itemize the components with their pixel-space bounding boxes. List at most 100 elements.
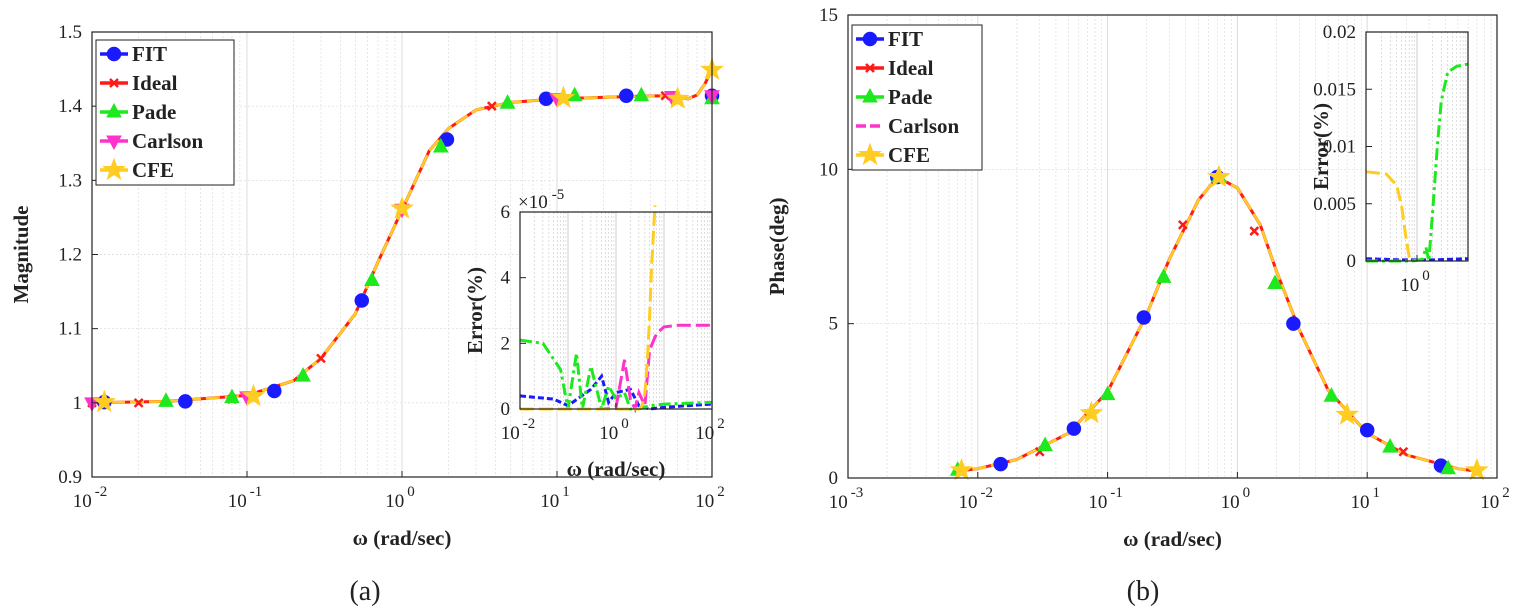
a-main-legend-marker (106, 102, 122, 118)
a-main-x-tick-exp: 0 (407, 484, 415, 500)
b-main-x-tick-exp: 2 (1502, 485, 1510, 501)
b-main-legend-label: Carlson (888, 114, 959, 138)
a-inset-x-axis-label: ω (rad/sec) (567, 457, 666, 481)
a-inset-y-exponent-power: -5 (552, 187, 565, 203)
b-main-point-cfe (1465, 457, 1489, 481)
b-main-x-tick-base: 10 (1088, 492, 1107, 513)
a-main-legend-marker (102, 157, 126, 181)
a-main-point-pade (633, 86, 650, 102)
a-main-x-tick-base: 10 (540, 491, 559, 512)
a-main-y-tick-label: 1.1 (58, 319, 82, 340)
a-main-point-fit (267, 383, 282, 399)
a-main-point-pade (499, 94, 516, 109)
b-main-point-fit (1136, 310, 1152, 325)
b-main-point-pade (1440, 459, 1456, 475)
panel-label-a: (a) (349, 576, 380, 607)
a-inset-x-tick-label: 10 2 (695, 416, 725, 444)
a-inset-x-tick-base: 10 (599, 423, 618, 444)
a-main-x-axis-label: ω (rad/sec) (353, 526, 452, 550)
b-main-y-tick-label: 15 (819, 5, 838, 26)
b-main-point-cfe (1335, 402, 1360, 425)
a-main-x-tick-base: 10 (695, 491, 714, 512)
a-main-series-pade (158, 86, 720, 407)
b-inset-y-axis-label: Error(%) (1309, 103, 1333, 190)
a-main-x-tick-label: 10 2 (695, 484, 725, 512)
a-main-x-tick-label: 10 -1 (228, 484, 263, 512)
a-main-legend-label: FIT (132, 42, 167, 66)
b-main-legend-label: Pade (888, 85, 932, 109)
a-main-point-pade (295, 367, 311, 382)
a-main-x-tick-base: 10 (228, 491, 247, 512)
a-inset-series-pade (519, 338, 713, 415)
b-main-series-ideal (1034, 220, 1409, 457)
a-inset-y-axis-label: Error(%) (463, 267, 487, 354)
b-main-point-cfe (949, 457, 974, 481)
a-main-point-pade (432, 137, 449, 153)
b-inset-y-tick-label: 0.01 (1323, 137, 1356, 158)
a-main-legend: FIT Ideal Pade Carlson CFE (95, 39, 235, 186)
a-main-point-pade (364, 271, 380, 286)
b-main-x-tick-base: 10 (1480, 492, 1499, 513)
b-main-x-tick-label: 10 1 (1350, 485, 1380, 513)
a-inset-grid (519, 212, 711, 409)
b-inset-series-pade (1366, 62, 1469, 263)
b-main-x-tick-exp: -2 (981, 485, 994, 501)
a-main-point-cfe (390, 195, 414, 219)
b-main-point-pade (1382, 438, 1398, 453)
a-main-point-cfe (92, 389, 117, 413)
a-main-x-tick-exp: -2 (95, 484, 108, 500)
a-main-y-tick-label: 1.2 (58, 245, 82, 266)
a-main-legend-marker (106, 46, 122, 62)
b-main-x-tick-label: 10 2 (1480, 485, 1510, 513)
b-main-legend-entry-carlson: Carlson (856, 114, 959, 138)
b-main-x-tick-label: 10 -3 (829, 485, 864, 513)
a-main-legend-entry-carlson: Carlson (100, 129, 203, 153)
b-main-x-tick-exp: 1 (1372, 485, 1380, 501)
a-inset-x-tick-exp: 0 (621, 416, 629, 432)
a-inset-x-tick-exp: -2 (523, 416, 536, 432)
b-inset-line-pade (1366, 62, 1469, 263)
b-inset-series-cfe (1365, 170, 1413, 262)
b-main-point-fit (1286, 316, 1301, 331)
b-main-series-cfe (949, 164, 1489, 481)
a-main-y-tick-label: 1.4 (58, 96, 82, 117)
a-main-legend-marker (106, 135, 122, 151)
a-inset-x-tick-exp: 2 (717, 416, 725, 432)
b-main-x-tick-label: 10 0 (1221, 485, 1251, 513)
b-main-point-ideal (1398, 446, 1409, 457)
a-main-x-tick-label: 10 -2 (73, 484, 108, 512)
a-main-x-tick-base: 10 (385, 491, 404, 512)
b-main-x-axis-label: ω (rad/sec) (1123, 527, 1222, 551)
b-inset-x-tick-base: 10 (1400, 275, 1419, 296)
b-main-legend-marker (862, 31, 878, 47)
b-main-legend: FIT Ideal Pade Carlson CFE (851, 24, 983, 171)
panel-label-b: (b) (1127, 576, 1160, 607)
a-main-x-tick-base: 10 (73, 491, 92, 512)
b-main-legend-entry-pade: Pade (856, 85, 932, 109)
a-main-x-tick-label: 10 0 (385, 484, 415, 512)
a-main-point-pade (158, 392, 174, 407)
a-inset-y-exponent-base: ×10 (518, 192, 548, 213)
b-main-x-tick-label: 10 -2 (959, 485, 994, 513)
a-main-point-fit (354, 293, 370, 308)
a-main-legend-entry-fit: FIT (100, 42, 167, 66)
b-main-legend-label: CFE (888, 143, 930, 167)
b-main-y-tick-label: 0 (829, 468, 839, 489)
a-main-legend-label: Pade (132, 100, 176, 124)
b-inset-y-tick-label: 0.015 (1313, 79, 1356, 100)
b-main-legend-entry-fit: FIT (856, 27, 923, 51)
a-main-point-cfe (665, 86, 690, 109)
a-main-legend-entry-cfe: CFE (100, 157, 174, 182)
b-inset-y-tick-label: 0 (1347, 251, 1357, 272)
a-main-point-ideal (486, 101, 497, 112)
a-main-x-tick-exp: 1 (562, 484, 570, 500)
b-main-legend-entry-cfe: CFE (856, 142, 930, 167)
a-main-point-ideal (316, 353, 326, 364)
a-main-y-tick-label: 0.9 (58, 467, 82, 488)
a-inset-x-tick-label: 10 0 (599, 416, 629, 444)
a-main-legend-label: Ideal (132, 71, 178, 95)
b-main-frame (847, 14, 1498, 479)
b-main-legend-marker (858, 142, 882, 166)
